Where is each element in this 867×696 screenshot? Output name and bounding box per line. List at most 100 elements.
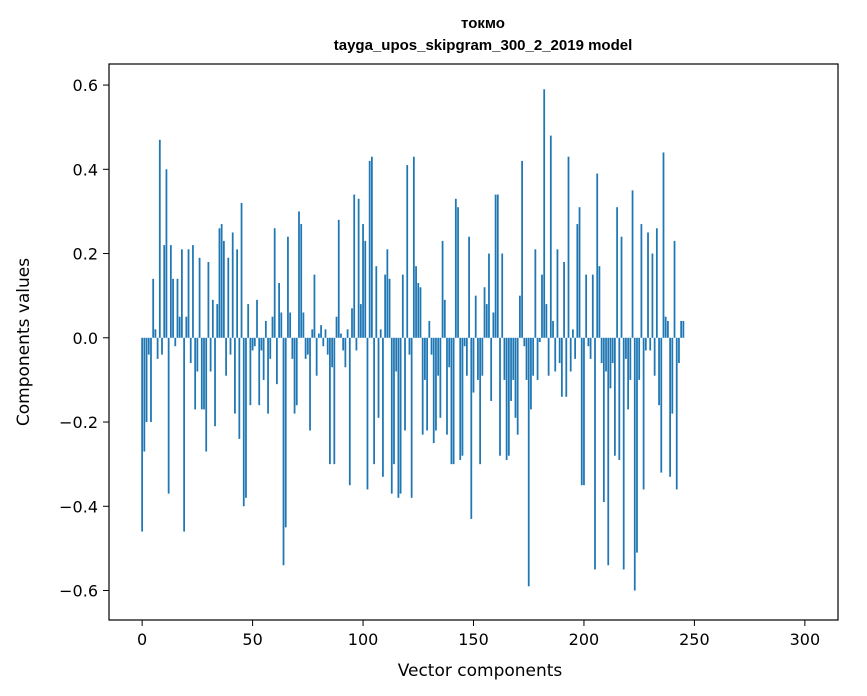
y-axis-ticks: −0.6 −0.4 −0.2 0.0 0.2 0.4 0.6: [59, 76, 109, 601]
bar-123: [412, 156, 415, 338]
bar-65: [284, 337, 287, 528]
bar-72: [300, 224, 303, 338]
bar-156: [485, 304, 488, 338]
bar-78: [313, 274, 316, 338]
bar-41: [231, 232, 234, 338]
bar-222: [631, 190, 634, 338]
bar-44: [238, 337, 241, 439]
bar-70: [295, 337, 298, 406]
bar-79: [315, 337, 318, 376]
bar-188: [556, 249, 559, 338]
bar-227: [642, 337, 645, 490]
bar-10: [163, 245, 166, 338]
bar-75: [306, 337, 309, 355]
bar-104: [371, 156, 373, 338]
bar-135: [439, 337, 442, 418]
x-axis-ticks: 0 50 100 150 200 250 300: [137, 620, 820, 649]
bar-165: [505, 337, 508, 460]
bar-63: [280, 312, 283, 338]
bar-4: [150, 337, 152, 423]
bar-3: [147, 337, 150, 355]
bar-93: [346, 329, 349, 338]
bar-91: [342, 337, 345, 351]
bar-196: [574, 337, 576, 359]
bar-57: [267, 337, 269, 414]
bar-89: [337, 219, 340, 338]
bar-144: [459, 337, 462, 460]
bar-80: [317, 333, 320, 338]
bar-115: [395, 337, 398, 372]
bar-100: [362, 224, 364, 338]
bar-67: [289, 312, 292, 338]
bar-2: [145, 337, 148, 423]
bar-162: [499, 337, 501, 456]
bar-193: [567, 156, 570, 338]
bar-117: [399, 337, 402, 494]
bar-160: [494, 194, 497, 338]
bar-50: [251, 337, 254, 351]
bar-99: [359, 304, 362, 338]
bar-11: [165, 169, 168, 338]
x-tick-label: 250: [679, 630, 710, 649]
bar-45: [240, 203, 243, 338]
bar-82: [322, 337, 325, 347]
bar-76: [309, 337, 311, 431]
bar-200: [583, 337, 585, 486]
bar-164: [503, 337, 506, 380]
bar-17: [178, 316, 181, 338]
bar-131: [430, 337, 433, 355]
bar-23: [192, 245, 194, 338]
bar-86: [331, 337, 333, 368]
bar-171: [519, 295, 521, 338]
bar-14: [172, 278, 174, 338]
bar-128: [424, 337, 426, 380]
bar-90: [340, 333, 342, 338]
bar-28: [203, 337, 205, 410]
bar-34: [216, 304, 219, 338]
bar-130: [428, 320, 431, 338]
bar-219: [625, 337, 627, 359]
bar-184: [547, 337, 550, 376]
y-tick-label: −0.4: [59, 497, 98, 516]
bar-206: [596, 173, 599, 338]
bar-88: [335, 316, 338, 338]
bar-201: [585, 274, 588, 338]
bar-129: [426, 337, 428, 431]
bar-15: [174, 337, 177, 347]
bar-209: [602, 337, 605, 503]
bar-105: [373, 337, 375, 465]
bar-202: [587, 337, 590, 347]
bar-230: [649, 337, 652, 351]
bar-94: [348, 337, 351, 486]
bar-127: [421, 337, 424, 435]
bar-95: [351, 308, 353, 338]
bar-126: [419, 287, 422, 338]
bar-146: [463, 337, 466, 347]
bar-124: [415, 266, 417, 338]
bar-175: [527, 337, 530, 587]
bar-238: [667, 320, 669, 338]
bar-81: [320, 325, 322, 338]
bar-183: [545, 304, 548, 338]
bar-134: [437, 337, 440, 376]
bar-0: [141, 337, 144, 532]
bar-176: [530, 337, 532, 410]
bar-173: [523, 337, 526, 347]
bar-24: [194, 337, 197, 410]
bar-77: [311, 329, 314, 338]
bar-237: [664, 316, 667, 338]
bar-225: [638, 337, 641, 380]
bar-177: [532, 337, 535, 376]
bar-56: [264, 320, 267, 338]
bar-114: [393, 337, 395, 465]
bar-232: [653, 337, 656, 376]
bar-110: [384, 274, 387, 338]
bar-103: [368, 160, 371, 338]
bar-85: [329, 337, 331, 465]
bar-7: [156, 337, 159, 359]
bar-12: [167, 337, 170, 494]
bar-109: [382, 337, 384, 477]
bar-207: [598, 266, 601, 338]
bar-151: [474, 295, 477, 338]
